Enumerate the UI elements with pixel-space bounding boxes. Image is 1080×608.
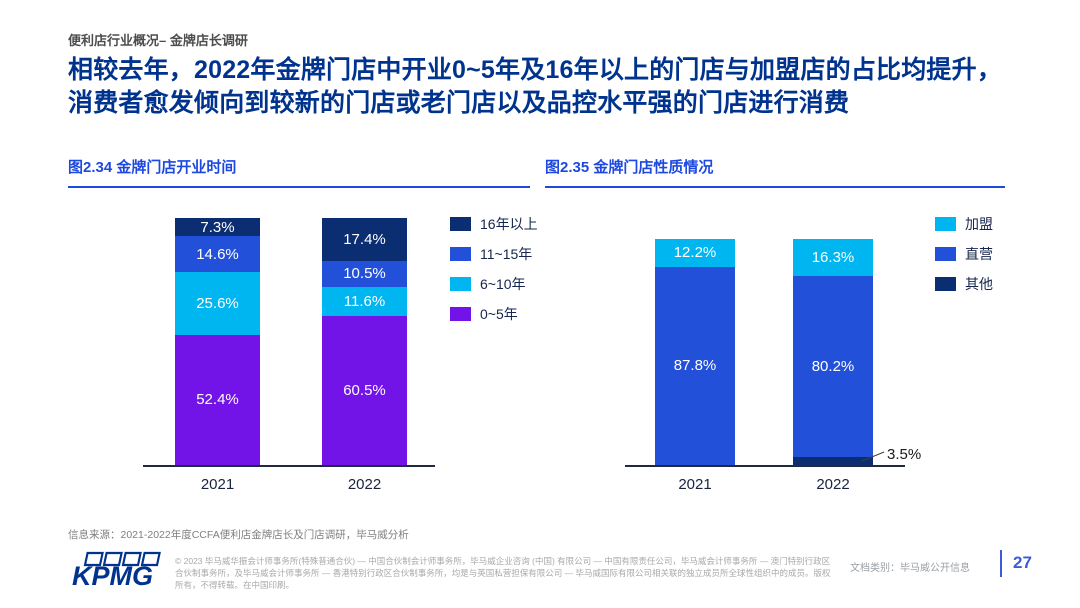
legend-item-其他: 其他: [935, 274, 993, 294]
bar-segment-直营: 80.2%: [793, 275, 873, 458]
data-label-outside: 3.5%: [887, 446, 922, 463]
data-label: 60.5%: [343, 381, 386, 399]
legend-item-0~5年: 0~5年: [450, 304, 538, 324]
chart-store-ownership: 12.2% 87.8% 2021 16.3% 80.2% 3.5% 2022 加盟直营其他: [545, 200, 1080, 505]
bar-segment-加盟: 16.3%: [793, 239, 873, 276]
x-axis-line: [625, 465, 905, 467]
legend-swatch-icon: [450, 307, 471, 321]
x-axis-line: [143, 465, 435, 467]
x-tick-label: 2021: [678, 476, 712, 493]
legend-swatch-icon: [450, 217, 471, 231]
breadcrumb: 便利店行业概况– 金牌店长调研: [68, 33, 248, 48]
data-label: 10.5%: [343, 265, 386, 283]
bar-segment-11~15年: 14.6%: [175, 236, 260, 273]
chart-legend: 加盟 直营 其他: [935, 214, 993, 304]
stacked-bar-2022: 17.4% 10.5% 11.6% 60.5%: [322, 218, 407, 465]
bar-segment-加盟: 12.2%: [655, 239, 735, 267]
bar-segment-其他: [793, 457, 873, 465]
kpmg-logo-icon: KPMG: [72, 551, 161, 591]
legend-label: 0~5年: [480, 306, 518, 322]
stacked-bar-2021: 12.2% 87.8%: [655, 239, 735, 465]
data-label: 14.6%: [196, 245, 239, 263]
stacked-bar-2022: 16.3% 80.2% 3.5%: [793, 239, 921, 465]
legend-label: 直营: [965, 246, 993, 262]
figure-title-right: 图2.35 金牌门店性质情况: [545, 156, 1005, 188]
legend-item-11~15年: 11~15年: [450, 244, 538, 264]
bar-segment-16年以上: 7.3%: [175, 218, 260, 237]
chart-legend: 16年以上 11~15年 6~10年 0~5年: [450, 214, 538, 334]
legend-label: 16年以上: [480, 216, 538, 232]
document-classification: 文档类别：毕马威公开信息: [850, 563, 970, 574]
legend-label: 其他: [965, 276, 993, 292]
bar-segment-6~10年: 25.6%: [175, 272, 260, 336]
bar-segment-直营: 87.8%: [655, 266, 735, 465]
kpmg-logo: KPMG: [71, 551, 167, 596]
data-label: 52.4%: [196, 391, 239, 409]
source-note: 信息来源：2021-2022年度CCFA便利店金牌店长及门店调研，毕马威分析: [68, 529, 409, 541]
legend-item-6~10年: 6~10年: [450, 274, 538, 294]
footer-divider: [1000, 550, 1002, 577]
data-label: 7.3%: [200, 218, 235, 236]
bar-segment-16年以上: 17.4%: [322, 218, 407, 261]
legend-swatch-icon: [935, 247, 956, 261]
legend-label: 加盟: [965, 216, 993, 232]
data-label: 87.8%: [673, 357, 717, 375]
x-tick-label: 2021: [200, 476, 235, 493]
data-label: 17.4%: [343, 230, 386, 248]
legend-label: 6~10年: [480, 276, 526, 292]
legend-item-直营: 直营: [935, 244, 993, 264]
copyright-text: © 2023 毕马威华振会计师事务所(特殊普通合伙) — 中国合伙制会计师事务所…: [175, 556, 831, 590]
figure-title-left: 图2.34 金牌门店开业时间: [68, 156, 530, 188]
data-label: 12.2%: [673, 244, 717, 262]
bar-segment-0~5年: 60.5%: [322, 315, 407, 465]
data-label: 80.2%: [811, 357, 855, 375]
legend-swatch-icon: [450, 247, 471, 261]
x-tick-label: 2022: [347, 476, 382, 493]
page-title: 相较去年，2022年金牌门店中开业0~5年及16年以上的门店与加盟店的占比均提升…: [68, 56, 1003, 117]
legend-item-16年以上: 16年以上: [450, 214, 538, 234]
legend-swatch-icon: [935, 277, 956, 291]
data-label: 11.6%: [343, 292, 386, 310]
x-tick-label: 2022: [816, 476, 850, 493]
svg-text:KPMG: KPMG: [72, 561, 153, 591]
bar-segment-0~5年: 52.4%: [175, 335, 260, 465]
legend-label: 11~15年: [480, 246, 533, 262]
page-number: 27: [1013, 553, 1032, 572]
bar-segment-11~15年: 10.5%: [322, 260, 407, 287]
stacked-bar-2021: 7.3% 14.6% 25.6% 52.4%: [175, 218, 260, 465]
chart-store-opening-years: 7.3% 14.6% 25.6% 52.4% 2021 17.4% 10.5% 11.6% 60…: [68, 200, 538, 505]
legend-item-加盟: 加盟: [935, 214, 993, 234]
data-label: 16.3%: [811, 248, 855, 266]
legend-swatch-icon: [935, 217, 956, 231]
bar-segment-6~10年: 11.6%: [322, 286, 407, 316]
legend-swatch-icon: [450, 277, 471, 291]
data-label: 25.6%: [196, 295, 239, 313]
